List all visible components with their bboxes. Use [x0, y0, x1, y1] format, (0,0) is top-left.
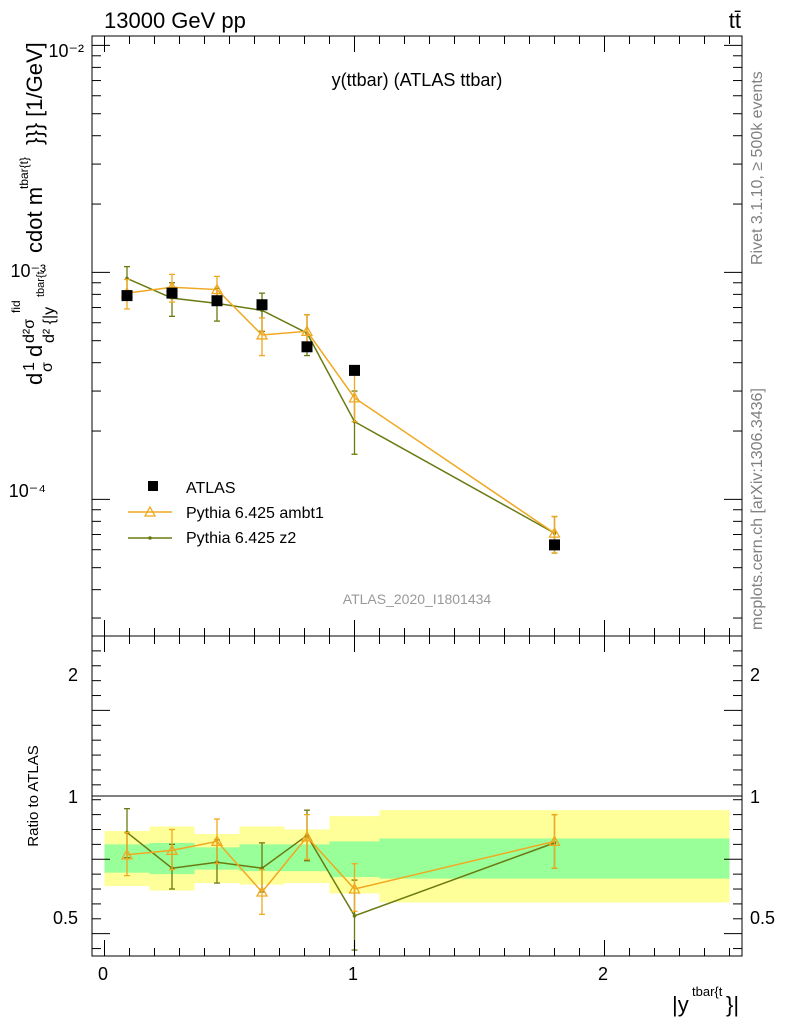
y-tick-label-1e-2: 10⁻²	[48, 41, 84, 61]
main-atlas-point	[549, 539, 560, 551]
ylabel-unit: }}} [1/GeV]	[22, 42, 47, 145]
x-tick-label-1: 1	[348, 964, 358, 984]
legend-ambt1-label: Pythia 6.425 ambt1	[186, 505, 324, 522]
ratio-y-tick-label-right-2: 2	[750, 665, 760, 685]
main-ambt1-point	[255, 328, 269, 340]
ratio-panel: 2 1 0.5 2 1 0.5 Ratio to ATLAS 0 1 2 |y …	[25, 635, 775, 1017]
ratio-bands	[104, 810, 730, 903]
ylabel-d: d	[22, 373, 47, 385]
main-ambt1-point	[300, 324, 314, 336]
ylabel-d2y-sup: tbar{t	[35, 271, 47, 297]
ylabel-d2sigma: d²σ	[21, 319, 38, 343]
collision-label: 13000 GeV pp	[104, 8, 246, 33]
process-label: tt̄	[729, 8, 741, 33]
ratio-ambt1-point	[120, 848, 134, 860]
y-tick-label-1e-3: 10⁻³	[10, 261, 46, 281]
legend-z2-marker	[148, 536, 152, 540]
ylabel-d-second: d	[22, 345, 47, 357]
ylabel-cdot-m: cdot m	[22, 187, 47, 253]
ratio-ambt1-point	[165, 843, 179, 855]
x-tick-label-2: 2	[598, 964, 608, 984]
ratio-frame	[91, 635, 743, 957]
ylabel-fid: fid	[9, 300, 23, 313]
legend-ambt1-marker	[143, 505, 157, 517]
main-atlas-point	[166, 287, 178, 299]
x-axis-label: |y tbar{t }|	[672, 984, 739, 1017]
main-atlas-point	[301, 341, 313, 353]
main-atlas-point	[349, 364, 360, 376]
legend-atlas-label: ATLAS	[186, 480, 236, 497]
x-tick-label-0: 0	[98, 964, 108, 984]
legend: ATLAS Pythia 6.425 ambt1 Pythia 6.425 z2	[128, 480, 324, 547]
legend-z2-label: Pythia 6.425 z2	[186, 530, 296, 547]
main-y-axis-label: d 1 σ d d²σ fid d² {|y tbar{t cdot m tba…	[9, 42, 58, 385]
main-ambt1-point	[548, 526, 561, 538]
ylabel-frac-1: 1	[21, 362, 38, 371]
ratio-y-tick-label-right-1: 1	[750, 787, 760, 807]
analysis-id: ATLAS_2020_I1801434	[343, 591, 492, 607]
main-ambt1-point	[348, 391, 361, 403]
ylabel-frac-sigma: σ	[39, 362, 56, 372]
chart-title: y(ttbar) (ATLAS ttbar)	[332, 70, 503, 90]
ratio-series	[120, 808, 561, 951]
source-label: mcplots.cern.ch [arXiv:1306.3436]	[749, 388, 766, 630]
ratio-ticks	[92, 636, 742, 956]
ratio-y-tick-label-1: 1	[68, 787, 78, 807]
y-tick-label-1e-4: 10⁻⁴	[9, 481, 46, 501]
ylabel-tbar-sup: tbar{t}	[17, 157, 31, 189]
x-axis-label-pre: |y	[672, 992, 689, 1017]
ratio-y-tick-label-0-5: 0.5	[53, 908, 78, 928]
ratio-ambt1-point	[210, 835, 224, 847]
ratio-ambt1-point	[255, 885, 269, 897]
ratio-y-tick-label-right-0-5: 0.5	[750, 908, 775, 928]
main-series	[120, 265, 561, 554]
ratio-z2-point	[352, 914, 357, 918]
main-x-ticks	[104, 36, 730, 636]
ratio-y-axis-label: Ratio to ATLAS	[25, 745, 42, 846]
main-y-ticks	[92, 44, 742, 619]
ratio-ambt1-point	[300, 830, 314, 842]
main-atlas-point	[211, 295, 223, 307]
ylabel-d2y: d² {|y	[41, 307, 58, 343]
rivet-version-label: Rivet 3.1.10, ≥ 500k events	[749, 71, 766, 265]
ratio-ambt1-point	[548, 835, 561, 847]
main-atlas-point	[256, 299, 268, 311]
legend-atlas-marker	[148, 481, 158, 491]
x-axis-label-post: }|	[726, 992, 739, 1017]
x-axis-label-sup: tbar{t	[692, 984, 723, 999]
main-atlas-point	[121, 290, 133, 302]
main-panel: y(ttbar) (ATLAS ttbar) ATLAS_2020_I18014…	[9, 35, 743, 637]
main-ambt1-point	[210, 283, 224, 295]
ratio-ambt1-point	[348, 882, 361, 894]
ratio-y-tick-label-2: 2	[68, 665, 78, 685]
